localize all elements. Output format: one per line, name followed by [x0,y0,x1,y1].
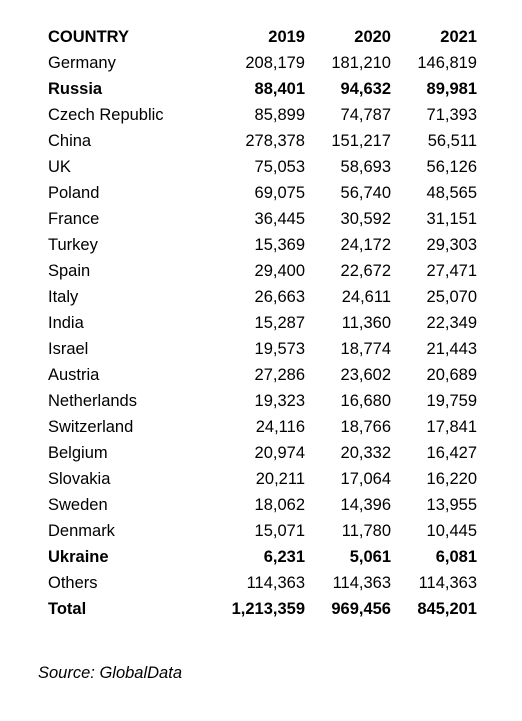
value-cell: 11,360 [341,314,391,332]
value-cell: 94,632 [340,80,391,98]
value-cell: 30,592 [340,210,391,228]
value-cell: 16,427 [426,444,477,462]
value-cell: 18,774 [340,340,391,358]
value-cell: 17,841 [426,418,477,436]
value-cell: 19,759 [426,392,477,410]
value-cell: 36,445 [254,210,305,228]
country-cell: Sweden [48,496,108,514]
value-cell: 25,070 [426,288,477,306]
value-cell: 22,349 [426,314,477,332]
header-cell: 2019 [268,28,305,46]
value-cell: 56,740 [340,184,391,202]
country-cell: Switzerland [48,418,134,436]
value-cell: 20,332 [340,444,391,462]
country-cell: Others [48,574,98,592]
country-cell: Turkey [48,236,98,254]
country-cell: Belgium [48,444,108,462]
value-cell: 20,974 [254,444,305,462]
value-cell: 31,151 [426,210,477,228]
value-cell: 19,323 [254,392,305,410]
value-cell: 11,780 [341,522,391,540]
value-cell: 15,369 [254,236,305,254]
country-cell: Slovakia [48,470,111,488]
value-cell: 181,210 [331,54,391,72]
value-cell: 27,286 [254,366,305,384]
header-cell: COUNTRY [48,28,129,46]
value-cell: 56,511 [427,132,477,150]
value-cell: 17,064 [340,470,391,488]
value-cell: 24,116 [255,418,305,436]
value-cell: 74,787 [340,106,391,124]
value-cell: 20,689 [426,366,477,384]
value-cell: 29,303 [426,236,477,254]
value-cell: 208,179 [245,54,305,72]
country-cell: Germany [48,54,116,72]
value-cell: 15,287 [254,314,305,332]
header-cell: 2020 [354,28,391,46]
value-cell: 969,456 [331,600,391,618]
value-cell: 19,573 [254,340,305,358]
value-cell: 16,220 [426,470,477,488]
country-cell: Total [48,600,87,618]
value-cell: 75,053 [254,158,305,176]
country-cell: France [48,210,100,228]
country-cell: Netherlands [48,392,137,410]
value-cell: 29,400 [254,262,305,280]
country-cell: India [48,314,84,332]
value-cell: 21,443 [426,340,477,358]
value-cell: 15,071 [254,522,305,540]
value-cell: 16,680 [340,392,391,410]
value-cell: 27,471 [426,262,477,280]
country-cell: UK [48,158,71,176]
value-cell: 88,401 [254,80,305,98]
country-cell: Ukraine [48,548,109,566]
value-cell: 5,061 [349,548,391,566]
value-cell: 151,217 [331,132,391,150]
value-cell: 23,602 [340,366,391,384]
value-cell: 24,611 [341,288,391,306]
value-cell: 114,363 [418,574,477,592]
value-cell: 10,445 [426,522,477,540]
value-cell: 20,211 [255,470,305,488]
value-cell: 71,393 [426,106,477,124]
value-cell: 58,693 [340,158,391,176]
value-cell: 278,378 [245,132,305,150]
country-cell: Israel [48,340,89,358]
source-note: Source: GlobalData [38,664,182,682]
value-cell: 18,766 [340,418,391,436]
value-cell: 22,672 [340,262,391,280]
country-cell: Austria [48,366,100,384]
value-cell: 114,363 [332,574,391,592]
country-cell: Italy [48,288,79,306]
value-cell: 146,819 [417,54,477,72]
value-cell: 6,231 [263,548,305,566]
value-cell: 1,213,359 [231,600,305,618]
value-cell: 24,172 [340,236,391,254]
value-cell: 26,663 [254,288,305,306]
value-cell: 114,363 [246,574,305,592]
value-cell: 18,062 [254,496,305,514]
value-cell: 14,396 [340,496,391,514]
value-cell: 89,981 [426,80,477,98]
value-cell: 85,899 [254,106,305,124]
country-cell: Spain [48,262,91,280]
country-cell: China [48,132,92,150]
country-cell: Russia [48,80,103,98]
value-cell: 845,201 [417,600,477,618]
value-cell: 13,955 [426,496,477,514]
country-cell: Czech Republic [48,106,164,124]
value-cell: 56,126 [426,158,477,176]
country-cell: Denmark [48,522,115,540]
header-cell: 2021 [440,28,477,46]
value-cell: 6,081 [435,548,477,566]
value-cell: 48,565 [426,184,477,202]
country-cell: Poland [48,184,100,202]
value-cell: 69,075 [254,184,305,202]
